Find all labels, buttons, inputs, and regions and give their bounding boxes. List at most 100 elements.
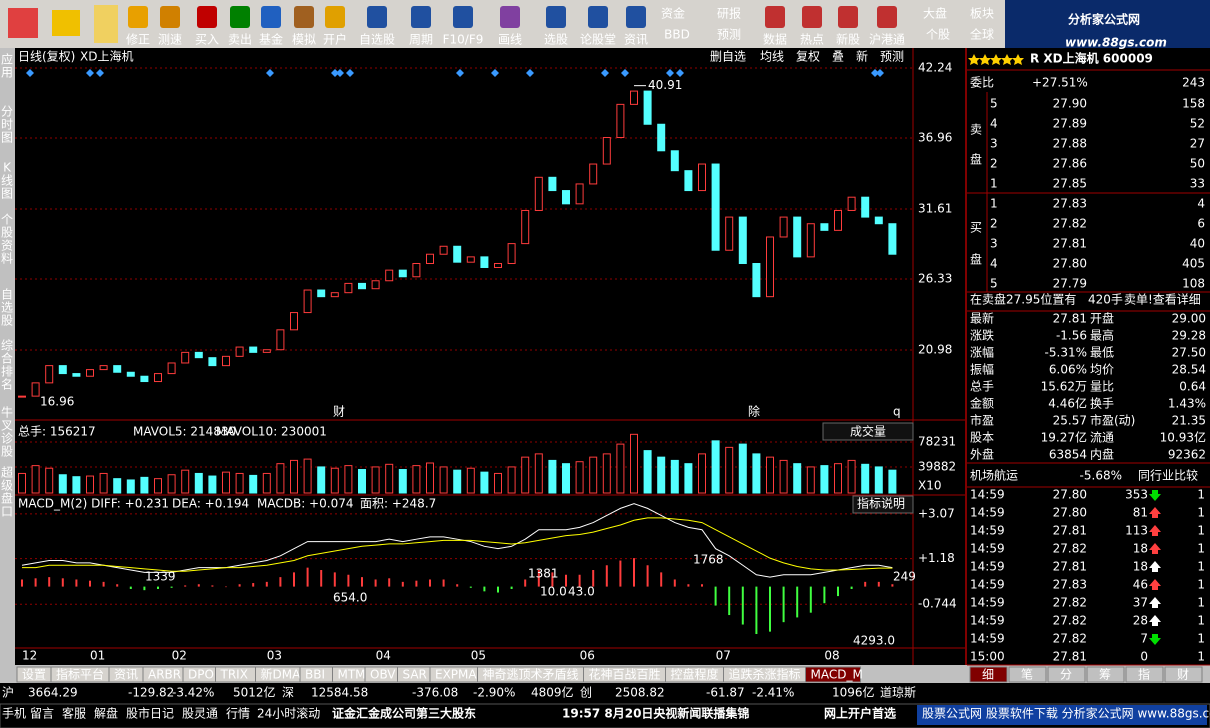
tab-label[interactable]: 财 — [1177, 668, 1189, 682]
toolbar-button[interactable]: 板块 — [970, 7, 994, 21]
toolbar-button[interactable]: 预测 — [717, 28, 741, 42]
side-tab-char[interactable]: 自 — [1, 288, 13, 302]
toolbar-button[interactable]: 开户 — [323, 32, 347, 47]
indicator-tab-label[interactable]: EXPMA — [435, 668, 477, 682]
tab-label[interactable]: 指 — [1138, 667, 1150, 682]
status-item[interactable]: 客服 — [62, 706, 86, 721]
side-tab-char[interactable]: 分 — [1, 105, 13, 119]
toolbar-button[interactable]: 数据 — [763, 32, 787, 47]
chart-tool[interactable]: 均线 — [760, 50, 784, 64]
side-tab-char[interactable]: 股 — [1, 445, 13, 459]
toolbar-button[interactable]: 沪港通 — [869, 33, 905, 47]
indicator-tab-label[interactable]: 新DMA — [261, 667, 302, 682]
toolbar-button[interactable]: 测速 — [158, 33, 182, 47]
status-item[interactable]: 手机 — [2, 707, 26, 721]
toolbar-button[interactable]: 资讯 — [624, 33, 648, 47]
side-tab-char[interactable]: 诊 — [1, 432, 13, 446]
side-tab-char[interactable]: 股 — [1, 226, 13, 240]
indicator-tab-label[interactable]: MACD_M — [811, 668, 863, 682]
status-item[interactable]: 24小时滚动 — [257, 706, 320, 721]
side-tab-char[interactable]: 应 — [1, 52, 13, 67]
side-tab-char[interactable]: 股 — [1, 314, 13, 328]
tab[interactable] — [1164, 666, 1203, 683]
status-item[interactable]: 行情 — [226, 707, 250, 721]
chart-tool[interactable]: 预测 — [880, 50, 904, 64]
status-item[interactable]: 19:57 8月20日央视新闻联播集锦 — [562, 706, 749, 721]
status-item[interactable]: 留言 — [30, 707, 54, 721]
side-tab-char[interactable]: 口 — [1, 505, 13, 519]
indicator-tab-label[interactable]: MTM — [338, 668, 366, 682]
side-tab-char[interactable]: 图 — [1, 131, 13, 145]
chart-tool[interactable]: 新 — [856, 49, 868, 64]
status-item[interactable]: 股灵通 — [182, 707, 218, 721]
industry-compare[interactable]: 同行业比较 — [1138, 468, 1198, 483]
indicator-tab-label[interactable]: TRIX — [220, 668, 248, 682]
toolbar-button[interactable]: 修正 — [126, 32, 150, 47]
status-item[interactable]: 股票公式网 股票软件下载 分析家公式网 www.88gs.com — [922, 706, 1210, 721]
toolbar-button[interactable]: F10/F9 — [443, 33, 484, 47]
volume-title[interactable]: 成交量 — [850, 424, 886, 439]
side-tab-char[interactable]: K — [3, 161, 12, 175]
side-tab-char[interactable]: 料 — [1, 252, 13, 266]
side-tab-char[interactable]: 线 — [1, 174, 13, 188]
indicator-tab[interactable] — [805, 666, 861, 683]
side-tab-char[interactable]: 选 — [1, 301, 13, 315]
toolbar-button[interactable]: 论股堂 — [580, 33, 616, 47]
tab-label[interactable]: 笔 — [1021, 667, 1033, 682]
indicator-tab-label[interactable]: 指标平台 — [56, 667, 104, 682]
status-item[interactable]: 解盘 — [94, 706, 118, 721]
toolbar-button[interactable]: BBD — [664, 28, 690, 42]
indicator-tab-label[interactable]: OBV — [370, 668, 396, 682]
side-tab-char[interactable]: 级 — [1, 479, 13, 493]
indicator-tab-label[interactable]: ARBR — [148, 668, 181, 682]
status-item[interactable]: 股市日记 — [126, 706, 174, 721]
toolbar-button[interactable]: 大盘 — [923, 6, 947, 21]
side-tab-char[interactable]: 时 — [1, 118, 13, 132]
chart-tool[interactable]: 复权 — [796, 50, 820, 64]
toolbar-button[interactable]: 周期 — [409, 33, 433, 47]
tab-label[interactable]: 分 — [1060, 668, 1072, 682]
status-item[interactable]: 证金汇金成公司第三大股东 — [332, 706, 476, 721]
toolbar-button[interactable]: 自选股 — [359, 33, 395, 47]
side-tab-char[interactable]: 牛 — [1, 405, 13, 420]
toolbar-button[interactable]: 个股 — [926, 28, 950, 42]
side-tab-char[interactable]: 排 — [1, 365, 13, 379]
indicator-tab-label[interactable]: SAR — [403, 668, 427, 682]
toolbar-button[interactable]: 热点 — [800, 33, 824, 47]
toolbar-button[interactable]: 选股 — [544, 33, 568, 47]
indicator-tab-label[interactable]: 神奇逃顶术矛盾线 — [483, 668, 579, 682]
side-tab-char[interactable]: 用 — [1, 66, 13, 80]
tab[interactable] — [969, 666, 1008, 683]
toolbar-button[interactable]: 新股 — [836, 32, 860, 47]
toolbar-button[interactable]: 基金 — [259, 32, 283, 47]
chart-tool[interactable]: 删自选 — [710, 50, 746, 64]
toolbar-button[interactable]: 全球 — [970, 27, 994, 42]
tab-label[interactable]: 细 — [982, 668, 994, 682]
tab[interactable] — [1086, 666, 1125, 683]
toolbar-button[interactable]: 买入 — [195, 33, 219, 47]
side-tab-char[interactable]: 图 — [1, 187, 13, 201]
toolbar-button[interactable]: 卖出 — [228, 33, 252, 47]
toolbar-button[interactable]: 资金 — [661, 6, 685, 21]
chart-tool[interactable]: 叠 — [832, 50, 844, 64]
macd-title[interactable]: 指标说明 — [857, 496, 905, 511]
indicator-tab-label[interactable]: 设置 — [22, 668, 46, 682]
tab-label[interactable]: 筹 — [1099, 668, 1111, 682]
tab[interactable] — [1047, 666, 1086, 683]
status-item[interactable]: 网上开户首选 — [824, 706, 896, 721]
indicator-tab-label[interactable]: DPO — [188, 668, 214, 682]
side-tab-char[interactable]: 资 — [1, 239, 13, 253]
side-tab-char[interactable]: 合 — [1, 351, 13, 366]
tab[interactable] — [1125, 666, 1164, 683]
side-tab-char[interactable]: 叉 — [1, 419, 13, 433]
toolbar-button[interactable]: 研报 — [717, 6, 741, 21]
side-tab-char[interactable]: 名 — [1, 377, 13, 392]
indicator-tab-label[interactable]: 追跌杀涨指标 — [729, 667, 801, 682]
side-tab-char[interactable]: 个 — [1, 213, 13, 227]
indicator-tab-label[interactable]: BBI — [305, 668, 325, 682]
toolbar-button[interactable]: 模拟 — [292, 33, 316, 47]
toolbar-button[interactable]: 画线 — [498, 33, 522, 47]
indicator-tab-label[interactable]: 花神百战百胜 — [589, 667, 661, 682]
tab[interactable] — [1008, 666, 1047, 683]
indicator-tab-label[interactable]: 资讯 — [114, 668, 138, 682]
